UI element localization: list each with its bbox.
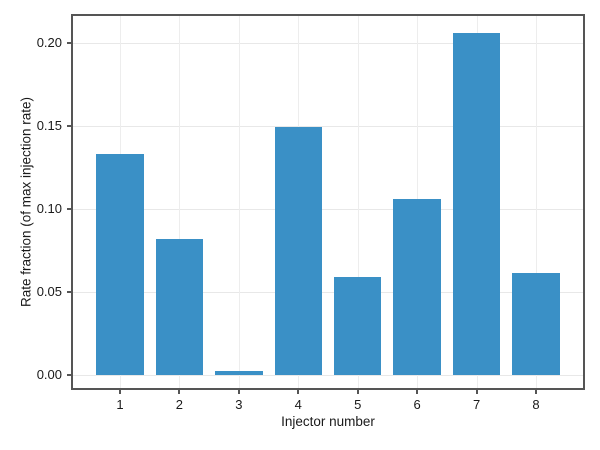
x-tick-mark [416, 388, 419, 394]
x-tick-mark [297, 388, 300, 394]
y-gridline [73, 125, 583, 127]
x-tick-mark [535, 388, 538, 394]
y-tick-label: 0.10 [36, 200, 62, 216]
y-tick-label: 0.00 [36, 366, 62, 382]
x-gridline [536, 16, 538, 388]
bar-injector-5 [333, 276, 382, 375]
x-tick-mark [237, 388, 240, 394]
y-tick-mark [67, 290, 73, 293]
y-tick-mark [67, 207, 73, 210]
x-gridline [357, 16, 359, 388]
x-tick-mark [178, 388, 181, 394]
y-gridline [73, 374, 583, 376]
bar-injector-4 [274, 127, 323, 375]
x-gridline [179, 16, 181, 388]
y-tick-label: 0.15 [36, 117, 62, 133]
bar-injector-3 [215, 371, 263, 375]
x-tick-label: 3 [235, 397, 243, 412]
x-tick-label: 5 [354, 397, 362, 412]
y-gridline [73, 208, 583, 210]
x-tick-mark [356, 388, 359, 394]
bar-injector-7 [452, 32, 501, 375]
x-tick-mark [475, 388, 478, 394]
plot-area [71, 14, 585, 390]
bar-injector-8 [512, 273, 560, 375]
x-tick-label: 6 [413, 397, 421, 412]
y-tick-mark [67, 373, 73, 376]
bar-injector-1 [96, 153, 144, 375]
y-tick-label: 0.20 [36, 34, 62, 50]
x-tick-label: 7 [472, 397, 481, 412]
bar-injector-2 [155, 238, 204, 375]
x-tick-mark [118, 388, 121, 394]
y-axis-label: Rate fraction (of max injection rate) [18, 96, 34, 308]
x-gridline [238, 16, 240, 388]
y-tick-mark [67, 41, 73, 44]
x-tick-label: 8 [532, 397, 540, 412]
x-tick-label: 2 [175, 397, 183, 412]
x-tick-label: 4 [294, 397, 302, 412]
y-tick-label: 0.05 [36, 283, 62, 299]
y-gridline [73, 291, 583, 293]
x-axis-label: Injector number [281, 414, 375, 429]
y-tick-mark [67, 124, 73, 127]
x-tick-label: 1 [116, 397, 124, 412]
bar-injector-6 [393, 198, 441, 375]
y-gridline [73, 42, 583, 44]
